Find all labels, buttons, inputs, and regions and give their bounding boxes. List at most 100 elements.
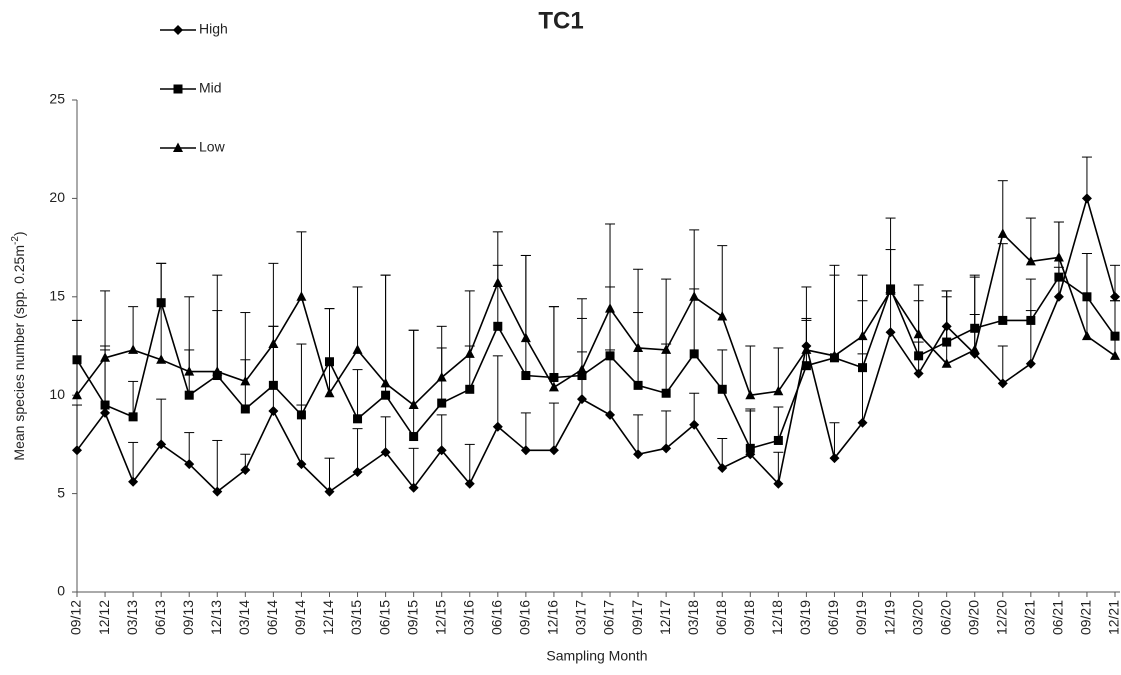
legend-label: Mid: [199, 80, 222, 96]
error-bar: [773, 451, 784, 484]
error-bar: [352, 286, 363, 350]
error-bar: [997, 180, 1008, 234]
marker: [773, 435, 783, 445]
error-bar: [913, 284, 924, 335]
error-bar: [156, 262, 167, 360]
marker: [829, 350, 840, 360]
marker: [745, 443, 755, 453]
marker: [72, 389, 82, 400]
x-tick-label: 12/21: [1106, 600, 1121, 635]
marker: [969, 344, 980, 354]
x-tick-label: 09/19: [853, 600, 869, 635]
x-axis-label: Sampling Month: [546, 648, 647, 664]
marker: [689, 349, 699, 359]
marker: [184, 459, 195, 470]
marker: [829, 453, 840, 464]
x-tick-label: 09/15: [404, 600, 420, 635]
y-tick-label: 15: [49, 288, 65, 304]
x-tick-label: 03/19: [797, 600, 813, 635]
marker: [240, 404, 250, 414]
error-bar: [941, 296, 952, 364]
marker: [268, 405, 279, 416]
x-tick-label: 09/16: [517, 600, 533, 635]
error-bar: [773, 347, 784, 392]
error-bar: [576, 298, 587, 370]
x-tick-label: 09/12: [68, 600, 84, 635]
marker: [296, 291, 307, 301]
x-tick-label: 06/20: [937, 600, 953, 635]
error-bar: [212, 439, 223, 492]
error-bar: [128, 306, 139, 350]
marker: [633, 342, 644, 352]
marker: [1081, 193, 1092, 204]
marker: [997, 228, 1008, 238]
error-bar: [184, 296, 195, 372]
marker: [324, 387, 335, 398]
x-tick-label: 09/18: [741, 600, 757, 635]
marker: [997, 378, 1008, 389]
error-bar: [184, 432, 195, 465]
marker: [1025, 255, 1036, 266]
error-bar: [380, 274, 391, 384]
marker: [492, 277, 503, 288]
marker: [465, 384, 475, 394]
marker: [1054, 272, 1064, 282]
x-tick-label: 12/19: [881, 600, 897, 635]
marker: [913, 368, 924, 379]
x-tick-label: 06/21: [1050, 600, 1066, 635]
error-bar: [633, 414, 644, 455]
marker: [268, 338, 279, 349]
marker: [745, 389, 756, 400]
y-tick-label: 10: [49, 386, 65, 402]
error-bar: [436, 325, 447, 378]
x-tick-label: 06/19: [825, 600, 841, 635]
error-bar: [969, 276, 980, 350]
marker: [998, 315, 1008, 325]
error-bar: [997, 345, 1008, 384]
marker: [464, 348, 475, 358]
marker: [173, 142, 183, 152]
marker: [689, 291, 700, 301]
error-bar: [885, 217, 896, 291]
error-bar: [829, 264, 840, 356]
marker: [173, 25, 183, 35]
marker: [128, 476, 139, 487]
error-bar: [324, 457, 335, 492]
x-tick-label: 03/18: [685, 600, 701, 635]
marker: [212, 366, 223, 376]
error-bar: [436, 414, 447, 451]
x-tick-label: 03/13: [124, 600, 140, 635]
marker: [857, 417, 868, 428]
x-tick-label: 12/16: [545, 600, 561, 635]
marker: [128, 412, 138, 422]
x-tick-label: 09/17: [629, 600, 645, 635]
marker: [773, 478, 784, 489]
marker: [353, 414, 363, 424]
error-bar: [408, 447, 419, 488]
error-bar: [212, 274, 223, 372]
x-tick-label: 12/13: [208, 600, 224, 635]
x-tick-label: 03/15: [348, 600, 364, 635]
marker: [240, 375, 251, 386]
error-bar: [72, 404, 82, 451]
error-bar: [605, 223, 616, 309]
x-tick-label: 06/15: [376, 600, 392, 635]
marker: [801, 361, 811, 371]
x-tick-label: 12/20: [993, 600, 1009, 635]
marker: [605, 409, 616, 420]
marker: [100, 407, 111, 418]
marker: [717, 463, 728, 474]
y-tick-label: 5: [57, 484, 65, 500]
error-bar: [661, 278, 672, 350]
error-bar: [717, 349, 728, 390]
marker: [1110, 350, 1120, 360]
x-tick-label: 06/13: [152, 600, 168, 635]
x-tick-label: 12/17: [657, 600, 673, 635]
x-tick-label: 06/16: [489, 600, 505, 635]
x-tick-label: 03/17: [573, 600, 589, 635]
marker: [436, 445, 447, 456]
error-bar: [128, 441, 139, 482]
marker: [352, 344, 363, 354]
error-bar: [1025, 217, 1036, 262]
